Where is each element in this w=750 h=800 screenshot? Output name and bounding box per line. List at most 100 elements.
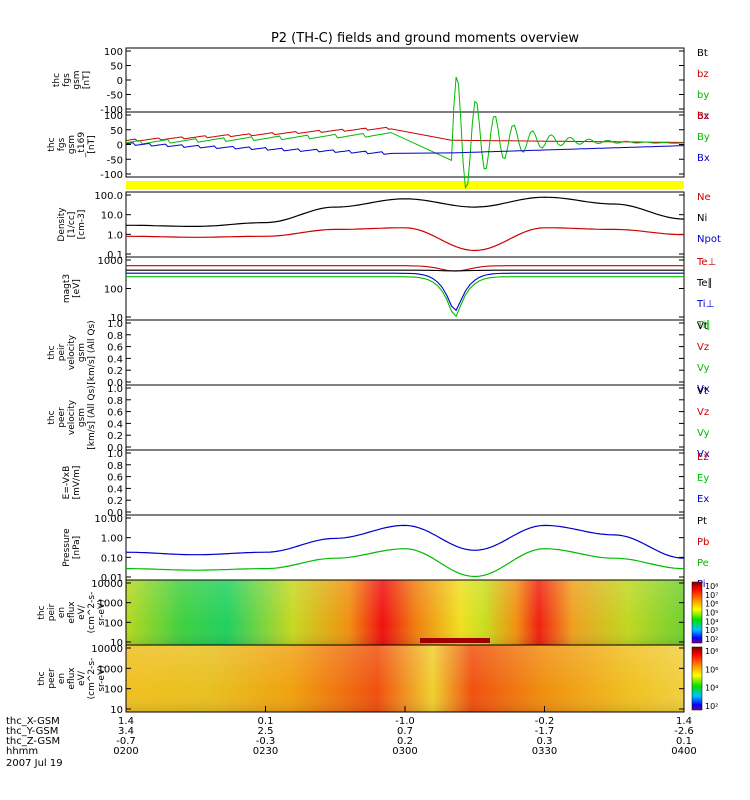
pressure-ytick-label: 1.00: [101, 534, 123, 545]
efield-ytick-label: 0.0: [107, 508, 123, 519]
peir_spec-ylabel-line: eV/: [77, 604, 87, 620]
peir_velocity-ylabel-line: peir: [57, 343, 67, 361]
xaxis-row-value: 0.1: [676, 736, 692, 747]
peir_velocity-ytick-label: 1.0: [107, 319, 123, 330]
trace-bx: [125, 142, 685, 155]
trace-pi: [125, 524, 685, 559]
peir_spec-ylabel-line: (cm^2-s-: [87, 592, 97, 634]
peer_velocity-legend-1: Vz: [697, 407, 709, 418]
fgs_t169-ylabel-line: fgs: [57, 137, 67, 151]
peir_spec-ytick-label: 10000: [91, 579, 123, 590]
peir_velocity-legend-3: Vx: [697, 384, 710, 395]
peer_velocity-ylabel-line: velocity: [67, 399, 77, 435]
efield-ytick-label: 0.6: [107, 473, 123, 484]
peir_spec-colorbar-tick: 10⁸: [705, 582, 718, 591]
fgs_t169-ylabel-line: [nT]: [87, 135, 97, 153]
efield-ytick-label: 0.2: [107, 496, 123, 507]
quality-flag-bar: [126, 181, 684, 189]
peer_spec-spectrogram-shade: [126, 645, 684, 712]
peer_velocity-ylabel-line: thc: [47, 410, 57, 424]
efield-legend-1: Ey: [697, 473, 709, 484]
peir_spec-ylabel-line: thc: [37, 605, 47, 619]
peer_spec-ylabel-line: (cm^2-s-: [87, 658, 97, 700]
peer_spec-ylabel-line: eflux: [67, 667, 77, 690]
peir_spec-colorbar: [691, 581, 703, 644]
trace-ni: [126, 196, 685, 227]
xaxis-row-value: 0.3: [537, 736, 553, 747]
peer_velocity-legend-2: Vy: [697, 428, 710, 439]
peer_spec-ytick-label: 10: [110, 705, 123, 716]
peer_spec-ylabel-line: peer: [47, 668, 57, 689]
xaxis-row-value: 1.4: [118, 716, 134, 727]
xaxis-row-label: hhmm: [6, 746, 38, 757]
pressure-legend-0: Pt: [697, 516, 707, 527]
efield-legend-2: Ex: [697, 494, 709, 505]
xaxis-row-value: 0.1: [258, 716, 274, 727]
density-ytick-label: 10.0: [101, 211, 123, 222]
peir_spec-ytick-label: 1000: [98, 599, 123, 610]
peer_spec-colorbar-tick: 10²: [705, 702, 718, 711]
efield-legend-0: Ez: [697, 452, 709, 463]
fgs_t169-ytick-label: -100: [100, 170, 123, 181]
peer_spec-ylabel-line: en: [57, 673, 67, 684]
peer_spec-colorbar-tick: 10⁸: [705, 647, 718, 656]
peer_velocity-ytick-label: 0.0: [107, 443, 123, 454]
fgs-ytick-label: 50: [110, 62, 123, 73]
peer_velocity-ylabel-line: peer: [57, 407, 67, 428]
pressure-ytick-label: 0.10: [101, 553, 123, 564]
fgs-ytick-label: -50: [107, 91, 123, 102]
density-ytick-label: 0.1: [107, 250, 123, 261]
peir_spec-colorbar-tick: 10²: [705, 635, 718, 644]
trace-bz: [125, 126, 685, 143]
fgs_t169-panel-frame: [125, 111, 685, 178]
efield-panel-frame: [125, 449, 685, 516]
fgs-legend-0: Bt: [697, 48, 708, 59]
xaxis-row-value: 0330: [532, 746, 557, 757]
xaxis-row-label: thc_Y-GSM: [6, 726, 58, 737]
xaxis-row-value: 0200: [113, 746, 138, 757]
density-ylabel-line: Density: [57, 207, 67, 242]
peer_velocity-legend-3: Vx: [697, 449, 710, 460]
density-ylabel-line: [cm-3]: [77, 210, 87, 240]
xaxis-row-value: 0230: [253, 746, 278, 757]
efield-ytick-label: 1.0: [107, 449, 123, 460]
fgs_t169-ytick-label: -50: [107, 155, 123, 166]
pressure-ytick-label: 0.01: [101, 573, 123, 584]
temperature-legend-0: Te⊥: [696, 257, 716, 268]
peer_velocity-ytick-label: 0.8: [107, 396, 123, 407]
xaxis-row-label: thc_X-GSM: [6, 716, 60, 727]
pressure-ylabel-line: Pressure: [62, 528, 72, 567]
xaxis-row-value: 1.4: [676, 716, 692, 727]
trace-ti-perp: [126, 272, 684, 312]
temperature-ytick-label: 100: [104, 285, 123, 296]
peir_velocity-legend-0: Vt: [697, 321, 708, 332]
peir_spec-ylabel-line: eflux: [67, 601, 77, 624]
peir_velocity-ylabel-line: [km/s] (All Qs): [87, 320, 97, 384]
pressure-legend-2: Pe: [697, 558, 709, 569]
peir_spec-ytick-label: 100: [104, 618, 123, 629]
peir_spec-ylabel-line: peir: [47, 603, 57, 621]
temperature-legend-2: Ti⊥: [696, 299, 714, 310]
fgs_t169-ylabel-line: thc: [47, 137, 57, 151]
density-ytick-label: 1.0: [107, 230, 123, 241]
fgs-ylabel-line: thc: [52, 73, 62, 87]
peer_velocity-ytick-label: 0.2: [107, 431, 123, 442]
peer_velocity-ytick-label: 0.6: [107, 408, 123, 419]
peer_velocity-panel-frame: [125, 384, 685, 451]
peer_velocity-ytick-label: 1.0: [107, 384, 123, 395]
peer_velocity-legend-0: Vt: [697, 386, 708, 397]
peir_velocity-ylabel-line: gsm: [77, 343, 87, 362]
peer_spec-ylabel-line: sr-eV): [97, 665, 107, 691]
xaxis-row-value: 0.2: [397, 736, 413, 747]
peir_velocity-ytick-label: 0.8: [107, 331, 123, 342]
temperature-panel-frame: [125, 256, 685, 321]
fgs-panel-frame: [125, 47, 685, 113]
density-legend-2: Npot: [697, 234, 721, 245]
trace-ne: [126, 227, 684, 252]
fgs-legend-2: by: [697, 90, 709, 101]
peir_velocity-ytick-label: 0.6: [107, 343, 123, 354]
fgs_t169-legend-0: Bz: [697, 111, 709, 122]
density-legend-1: Ni: [697, 213, 707, 224]
